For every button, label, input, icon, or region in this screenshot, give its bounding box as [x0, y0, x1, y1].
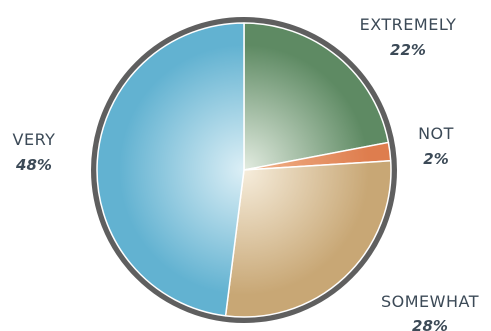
slice-label-not: NOT	[418, 124, 454, 143]
pie-slice-very	[96, 22, 245, 317]
pie-slices	[96, 22, 392, 318]
slice-value-very: 48%	[15, 156, 52, 174]
slice-value-not: 2%	[423, 150, 448, 168]
slice-label-extremely: EXTREMELY	[360, 15, 457, 34]
pie-border	[91, 17, 397, 323]
slice-value-somewhat: 28%	[412, 317, 448, 331]
pie-slice-extremely	[243, 22, 390, 171]
slice-label-very: VERY	[13, 130, 56, 149]
slice-label-somewhat: SOMEWHAT	[381, 292, 479, 311]
pie-slice-somewhat	[224, 160, 392, 318]
slice-value-extremely: 22%	[390, 41, 426, 59]
